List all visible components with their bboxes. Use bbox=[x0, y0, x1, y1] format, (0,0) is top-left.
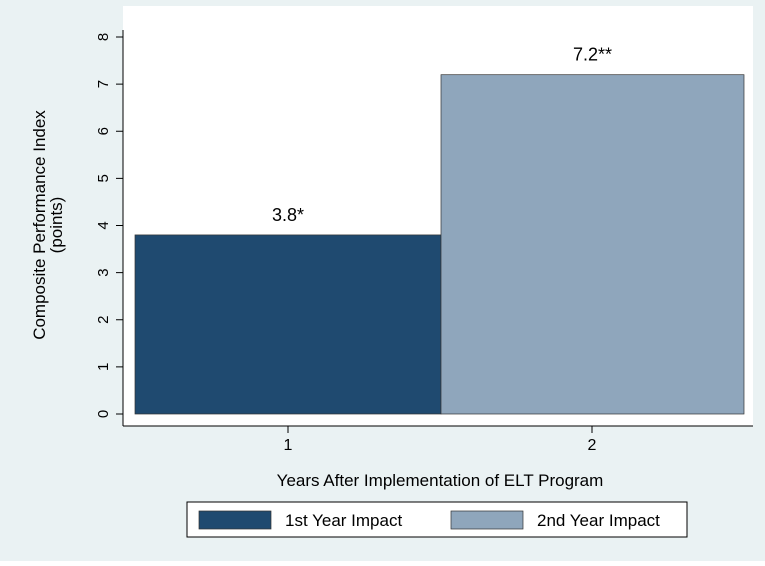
bar-1st-year-impact bbox=[134, 234, 442, 415]
y-axis-ticks: 0 1 2 3 4 5 6 7 8 bbox=[95, 33, 123, 418]
y-tick-label: 7 bbox=[95, 80, 112, 88]
y-tick-label: 3 bbox=[95, 268, 112, 276]
x-axis-ticks: 1 2 bbox=[284, 426, 597, 454]
legend-label-1st-year: 1st Year Impact bbox=[285, 511, 402, 530]
y-tick-label: 0 bbox=[95, 410, 112, 418]
y-axis-title-line-1: Composite Performance Index bbox=[30, 110, 49, 340]
y-tick-label: 4 bbox=[95, 221, 112, 229]
y-tick-label: 6 bbox=[95, 127, 112, 135]
data-label-bar-2: 7.2** bbox=[573, 45, 612, 65]
y-tick-label: 1 bbox=[95, 363, 112, 371]
legend-swatch-1st-year bbox=[198, 510, 272, 530]
x-axis-title: Years After Implementation of ELT Progra… bbox=[277, 471, 604, 490]
legend-swatch-2nd-year bbox=[450, 510, 524, 530]
x-tick-label-2: 2 bbox=[588, 437, 597, 454]
legend-label-2nd-year: 2nd Year Impact bbox=[537, 511, 660, 530]
data-label-bar-1: 3.8* bbox=[272, 205, 304, 225]
y-tick-label: 8 bbox=[95, 33, 112, 41]
legend: 1st Year Impact 2nd Year Impact bbox=[186, 501, 688, 538]
y-tick-label: 5 bbox=[95, 174, 112, 182]
y-tick-label: 2 bbox=[95, 316, 112, 324]
y-axis-title-line-2: (points) bbox=[47, 197, 66, 254]
bar-2nd-year-impact bbox=[440, 74, 745, 415]
x-tick-label-1: 1 bbox=[284, 437, 293, 454]
